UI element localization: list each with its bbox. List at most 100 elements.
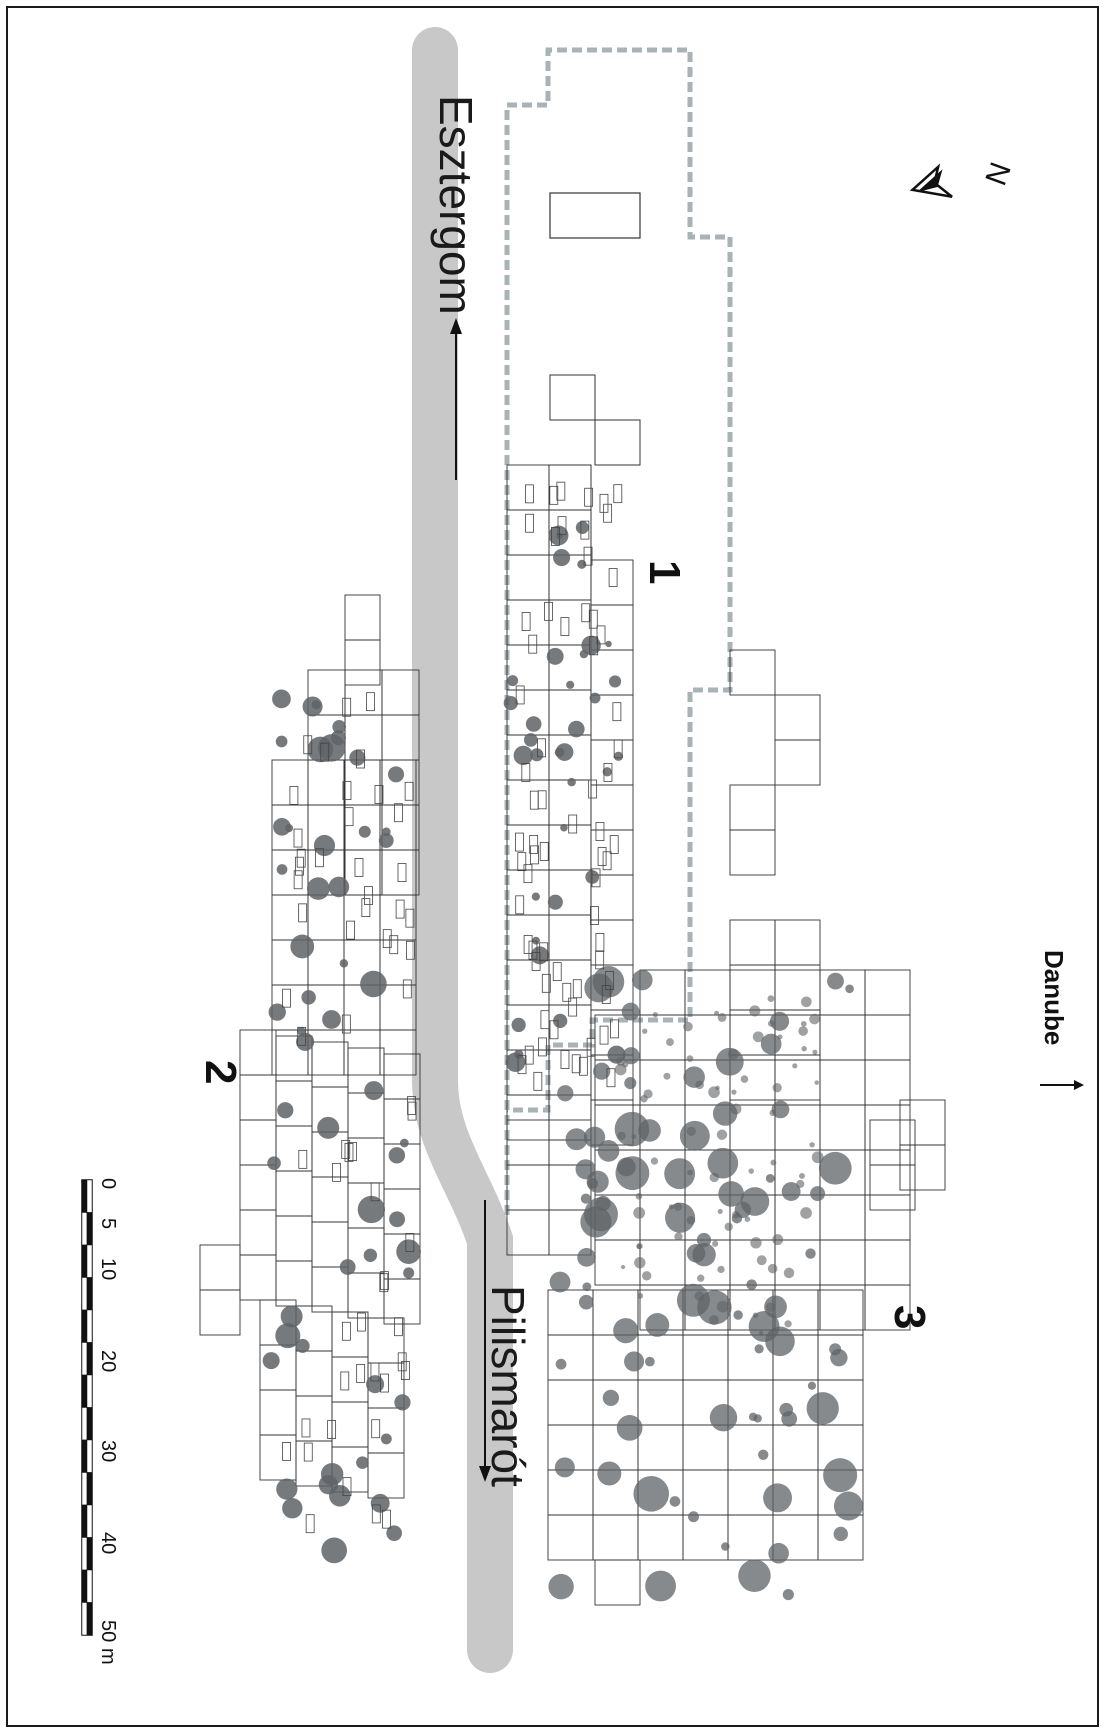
trench-square xyxy=(774,1239,821,1286)
grave-outline xyxy=(515,895,525,915)
feature-pit xyxy=(805,1248,816,1259)
trench-square xyxy=(817,1289,864,1336)
feature-pit xyxy=(388,1147,406,1164)
grave-outline xyxy=(382,929,392,949)
feature-pit xyxy=(796,1179,805,1189)
scale-segment xyxy=(86,1309,93,1343)
trench-square xyxy=(549,374,596,421)
grave-outline xyxy=(572,979,582,999)
feature-pit xyxy=(622,1047,640,1065)
trench-square xyxy=(344,849,383,896)
feature-pit xyxy=(752,1312,759,1319)
scale-segment xyxy=(86,1212,93,1246)
trench-square xyxy=(864,1149,911,1196)
feature-pit xyxy=(513,745,533,766)
grave-outline xyxy=(379,1273,389,1293)
trench-square xyxy=(590,829,634,876)
grave-outline xyxy=(364,886,373,905)
feature-pit xyxy=(768,1542,789,1564)
trench-square xyxy=(819,1239,866,1286)
road-label-pilismarot: Pilismarót xyxy=(482,1285,534,1487)
map-frame xyxy=(6,6,1099,1727)
area-label-2: 2 xyxy=(196,1060,245,1084)
grave-outline xyxy=(603,762,613,782)
trench-square xyxy=(869,1119,916,1166)
grave-outline xyxy=(560,617,570,636)
grave-outline xyxy=(354,858,364,877)
trench-square xyxy=(864,1014,911,1061)
grave-outline xyxy=(525,513,534,533)
feature-pit xyxy=(577,559,587,569)
trench-square xyxy=(295,1350,333,1397)
feature-pit xyxy=(635,1193,643,1200)
feature-pit xyxy=(301,990,316,1005)
feature-pit xyxy=(580,1193,592,1204)
grave-outline xyxy=(560,1050,570,1069)
trench-square xyxy=(307,894,345,941)
feature-pit xyxy=(389,1211,406,1228)
feature-pit xyxy=(387,766,405,783)
feature-pit xyxy=(709,1403,738,1432)
grave-outline xyxy=(517,1055,527,1075)
trench-square xyxy=(637,1379,684,1426)
feature-pit xyxy=(370,1493,390,1513)
trench-square xyxy=(548,779,592,826)
feature-pit xyxy=(833,1491,864,1521)
trench-square xyxy=(548,779,592,826)
river-direction-arrow xyxy=(1040,1080,1084,1090)
feature-pit xyxy=(718,1181,745,1207)
feature-pit xyxy=(530,748,544,762)
trench-square xyxy=(899,1144,946,1191)
trench-square xyxy=(774,1194,821,1241)
grave-outline xyxy=(590,906,599,925)
feature-pit xyxy=(833,1526,848,1542)
grave-outline xyxy=(406,940,415,960)
feature-pit xyxy=(686,1244,706,1263)
trench-square xyxy=(772,1424,819,1471)
feature-pit xyxy=(767,995,775,1003)
trench-square xyxy=(637,1334,684,1381)
trench-square xyxy=(506,554,550,601)
trench-square xyxy=(682,1334,729,1381)
feature-pit xyxy=(565,1128,588,1151)
feature-pit xyxy=(772,1083,782,1093)
feature-pit xyxy=(777,1034,783,1040)
trench-square xyxy=(548,824,592,871)
grave-outline xyxy=(609,835,619,854)
trench-square xyxy=(637,1424,684,1471)
grave-outline xyxy=(551,527,560,546)
grave-outline xyxy=(586,1037,596,1057)
grave-outline xyxy=(537,738,547,758)
scale-tick-30: 30 xyxy=(97,1440,119,1462)
grave-outline xyxy=(557,516,567,536)
feature-pit xyxy=(597,1140,620,1162)
grave-outline xyxy=(525,484,534,504)
feature-pit xyxy=(716,1129,728,1140)
feature-pit xyxy=(714,1010,720,1016)
feature-pit xyxy=(578,1294,594,1310)
feature-pit xyxy=(811,1151,824,1164)
feature-pit xyxy=(581,635,601,656)
scale-unit: m xyxy=(97,1648,119,1665)
grave-outline xyxy=(297,1026,307,1046)
grave-outline xyxy=(571,1054,581,1074)
feature-pit xyxy=(386,1525,402,1542)
feature-pit xyxy=(823,1458,858,1493)
feature-pit xyxy=(644,1356,655,1367)
grave-outline xyxy=(303,735,313,755)
feature-pit xyxy=(744,1216,751,1222)
feature-pit xyxy=(262,1352,280,1370)
feature-pit xyxy=(748,1412,758,1422)
grave-outline xyxy=(394,803,403,823)
grave-outline xyxy=(517,852,527,872)
grave-outline xyxy=(371,1504,381,1524)
trench-square xyxy=(275,1260,313,1307)
feature-pit xyxy=(321,1537,348,1564)
feature-pit xyxy=(674,1232,683,1241)
trench-square xyxy=(729,649,776,696)
feature-pit xyxy=(798,1026,808,1036)
feature-pit xyxy=(575,520,589,534)
road-arrow-to-esztergom xyxy=(450,318,462,480)
grave-outline xyxy=(568,814,578,834)
trench-square xyxy=(819,1014,866,1061)
